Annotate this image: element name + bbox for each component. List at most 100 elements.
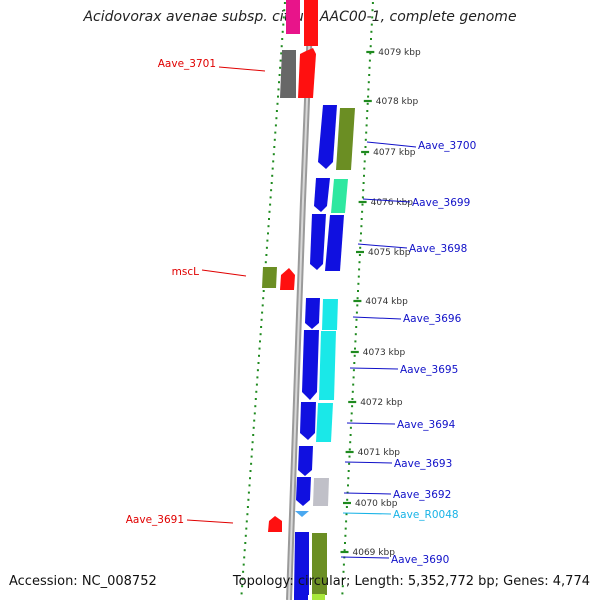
gene-feature[interactable] xyxy=(322,299,338,330)
gene-feature[interactable] xyxy=(294,594,308,600)
ring-dot xyxy=(254,405,257,408)
gene-feature[interactable] xyxy=(319,331,336,400)
ring-dot xyxy=(348,462,351,465)
ring-dot xyxy=(269,196,272,199)
gene-feature[interactable] xyxy=(313,478,329,506)
ring-dot xyxy=(342,563,345,566)
ring-dot xyxy=(268,210,271,213)
ring-dot xyxy=(354,333,357,336)
ring-dot xyxy=(344,542,346,544)
ring-dot xyxy=(257,362,260,364)
gene-feature[interactable] xyxy=(305,298,320,329)
gene-feature[interactable] xyxy=(312,594,325,600)
ring-dot xyxy=(279,66,282,69)
ring-dot xyxy=(249,470,252,472)
ring-dot xyxy=(371,2,374,4)
gene-label-aave-3701[interactable]: Aave_3701 xyxy=(158,58,216,70)
ring-dot xyxy=(241,578,244,580)
ring-dot xyxy=(252,426,255,429)
ring-dot xyxy=(259,333,262,336)
ring-dot xyxy=(282,23,285,26)
ring-dot xyxy=(255,390,258,393)
gene-feature[interactable] xyxy=(268,516,282,532)
right-labels: Aave_3700 Aave_3699 Aave_3698 Aave_3696 … xyxy=(340,140,476,566)
ring-dot xyxy=(356,304,359,307)
gene-feature[interactable] xyxy=(318,105,337,169)
ring-dot xyxy=(266,239,269,242)
inner-tick-ring xyxy=(341,2,374,595)
gene-feature[interactable] xyxy=(294,532,309,595)
ring-dot xyxy=(281,38,284,40)
ring-dot xyxy=(364,146,367,148)
ring-dot xyxy=(344,527,347,530)
ring-dot xyxy=(250,455,253,458)
gene-feature[interactable] xyxy=(280,268,295,290)
gene-label-aave-3696[interactable]: Aave_3696 xyxy=(403,313,462,325)
gene-feature[interactable] xyxy=(314,178,330,212)
ring-dot xyxy=(251,441,254,444)
ring-dot xyxy=(352,376,355,379)
ring-dot xyxy=(244,542,247,544)
ring-dot xyxy=(280,45,283,48)
outer-tick-ring xyxy=(240,2,286,595)
gene-label-aave-3698[interactable]: Aave_3698 xyxy=(409,243,467,255)
gene-label-aave-3692[interactable]: Aave_3692 xyxy=(393,489,451,501)
ring-dot xyxy=(254,398,257,400)
gene-label-aave-3694[interactable]: Aave_3694 xyxy=(397,419,456,431)
ring-dot xyxy=(270,189,273,192)
gene-feature[interactable] xyxy=(280,50,296,98)
ring-dot xyxy=(260,326,263,328)
gene-feature[interactable] xyxy=(300,402,316,440)
ring-dot xyxy=(271,174,274,177)
ring-dot xyxy=(353,362,356,364)
gene-label-mscl[interactable]: mscL xyxy=(172,266,199,278)
gene-label-aave-3695[interactable]: Aave_3695 xyxy=(400,364,458,376)
ring-dot xyxy=(362,182,365,184)
ring-dot xyxy=(364,138,367,141)
ring-dot xyxy=(244,534,247,537)
kbp-label: 4079 kbp xyxy=(378,48,421,58)
kbp-label: 4074 kbp xyxy=(365,297,408,307)
gene-feature[interactable] xyxy=(312,533,327,595)
gene-label-aave-3691[interactable]: Aave_3691 xyxy=(126,514,184,526)
ring-dot xyxy=(267,225,270,228)
gene-feature[interactable] xyxy=(286,0,300,34)
ring-dot xyxy=(272,160,275,163)
ring-dot xyxy=(243,556,246,559)
gene-feature[interactable] xyxy=(310,214,326,270)
ring-dot xyxy=(246,513,249,516)
gene-feature[interactable] xyxy=(316,403,333,442)
ring-dot xyxy=(371,9,374,12)
gene-label-aave-3693[interactable]: Aave_3693 xyxy=(394,458,452,470)
kbp-label: 4072 kbp xyxy=(360,398,403,408)
gene-feature[interactable] xyxy=(304,0,318,46)
gene-feature[interactable] xyxy=(262,267,277,288)
ring-dot xyxy=(280,52,283,55)
rna-feature[interactable] xyxy=(295,511,309,517)
gene-feature[interactable] xyxy=(298,48,316,98)
ring-dot xyxy=(243,549,246,552)
ring-dot xyxy=(252,434,255,436)
ring-dot xyxy=(283,9,286,12)
accession-label: Accession: NC_008752 xyxy=(9,574,157,589)
rna-label-aave-r0048[interactable]: Aave_R0048 xyxy=(393,509,459,521)
ring-dot xyxy=(367,88,370,91)
kbp-label: 4076 kbp xyxy=(371,198,414,208)
gene-label-aave-3699[interactable]: Aave_3699 xyxy=(412,197,470,209)
ring-dot xyxy=(366,102,369,105)
gene-feature[interactable] xyxy=(336,108,355,170)
ring-dot xyxy=(275,110,278,112)
ring-dot xyxy=(362,189,365,192)
ring-dot xyxy=(353,354,356,357)
ring-dot xyxy=(262,290,265,292)
gene-feature[interactable] xyxy=(331,179,348,213)
gene-feature[interactable] xyxy=(298,446,313,476)
gene-feature[interactable] xyxy=(302,330,319,400)
gene-feature[interactable] xyxy=(325,215,344,271)
ring-dot xyxy=(273,138,276,141)
gene-feature[interactable] xyxy=(296,477,311,506)
ring-dot xyxy=(352,369,355,372)
gene-label-aave-3700[interactable]: Aave_3700 xyxy=(418,140,476,152)
ring-dot xyxy=(351,398,354,400)
gene-label-aave-3690[interactable]: Aave_3690 xyxy=(391,554,449,566)
